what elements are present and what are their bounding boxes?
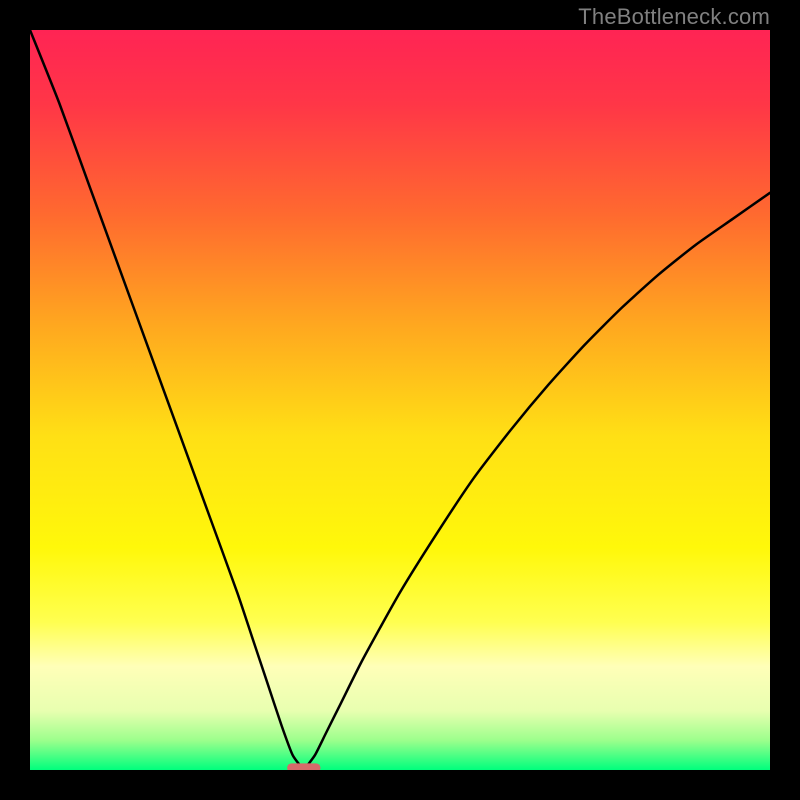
watermark-text: TheBottleneck.com	[578, 4, 770, 30]
bottleneck-chart-svg	[30, 30, 770, 770]
plot-area	[30, 30, 770, 770]
chart-frame: TheBottleneck.com	[0, 0, 800, 800]
gradient-background	[30, 30, 770, 770]
minimum-marker	[287, 763, 320, 770]
